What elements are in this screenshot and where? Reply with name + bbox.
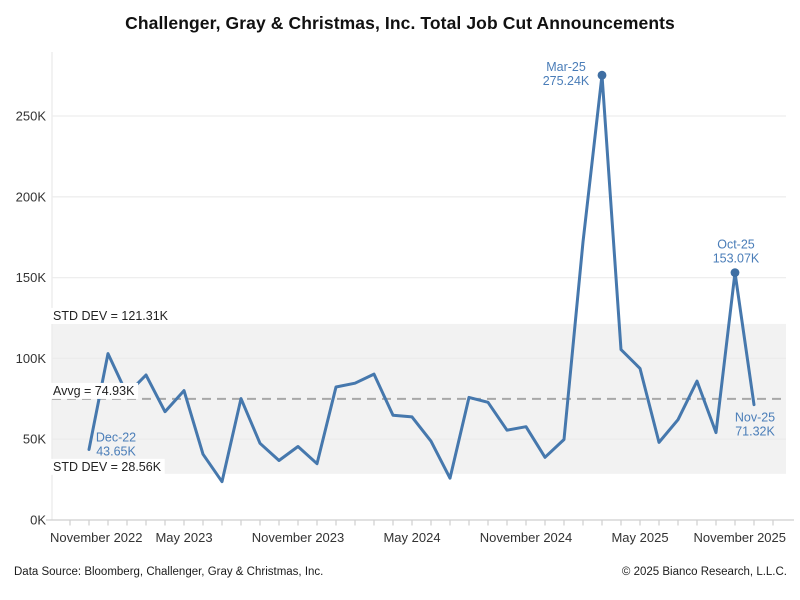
annotation-month-label: Dec-22 xyxy=(96,430,136,444)
chart-title: Challenger, Gray & Christmas, Inc. Total… xyxy=(125,13,675,33)
data-source-note: Data Source: Bloomberg, Challenger, Gray… xyxy=(14,566,324,578)
label-background xyxy=(51,458,165,475)
x-axis-label: November 2025 xyxy=(694,530,787,545)
x-axis-label: May 2025 xyxy=(611,530,668,545)
job-cuts-series-line xyxy=(87,73,756,484)
x-axis-label: May 2024 xyxy=(383,530,440,545)
label-background xyxy=(51,307,172,324)
average-label: Avvg = 74.93K xyxy=(53,384,135,398)
annotation-month-label: Nov-25 xyxy=(735,411,775,425)
annotation-month-label: Oct-25 xyxy=(717,238,755,252)
y-axis-tick-label: 200K xyxy=(16,189,47,204)
y-axis-tick-label: 0K xyxy=(30,513,46,528)
data-point-marker xyxy=(597,70,607,80)
annotation-value-label: 153.07K xyxy=(713,252,760,266)
label-background xyxy=(51,382,139,399)
x-axis-label: November 2023 xyxy=(252,530,345,545)
x-axis-label: November 2022 xyxy=(50,530,143,545)
x-axis-label: November 2024 xyxy=(480,530,573,545)
annotation-value-label: 43.65K xyxy=(96,444,136,458)
annotation-value-label: 275.24K xyxy=(543,74,590,88)
annotation-value-label: 71.32K xyxy=(735,425,775,439)
upper-std-dev-label: STD DEV = 121.31K xyxy=(53,309,169,323)
y-axis-tick-label: 250K xyxy=(16,109,47,124)
y-axis-tick-label: 150K xyxy=(16,270,47,285)
y-axis-tick-label: 50K xyxy=(23,432,46,447)
data-point-marker xyxy=(730,268,740,278)
annotation-month-label: Mar-25 xyxy=(546,60,586,74)
lower-std-dev-label: STD DEV = 28.56K xyxy=(53,460,162,474)
copyright-note: © 2025 Bianco Research, L.L.C. xyxy=(621,566,787,578)
x-axis-label: May 2023 xyxy=(155,530,212,545)
y-axis-tick-label: 100K xyxy=(16,351,47,366)
